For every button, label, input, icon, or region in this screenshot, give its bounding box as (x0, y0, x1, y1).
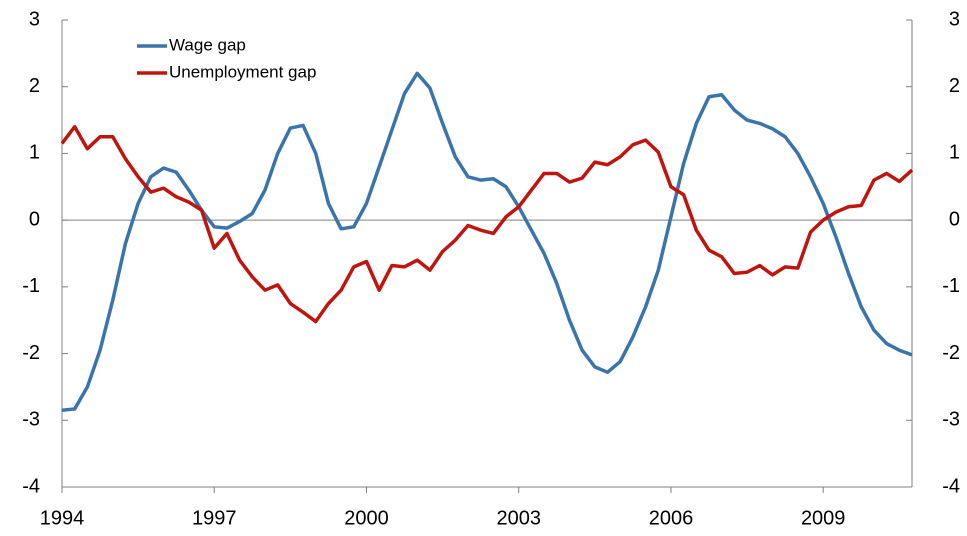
y-tick-label: -2 (22, 342, 40, 364)
y2-tick-label: 2 (949, 75, 960, 97)
y-tick-label: 2 (29, 75, 40, 97)
y-tick-label: 0 (29, 208, 40, 230)
series-line (60, 124, 914, 324)
y-tick-label: -4 (22, 475, 40, 497)
y-tick-label: -3 (22, 409, 40, 431)
series-line (61, 71, 913, 413)
y2-tick-label: -3 (942, 409, 960, 431)
legend-label: Wage gap (169, 35, 246, 54)
x-tick-label: 2000 (344, 507, 389, 529)
y-tick-label: 3 (29, 8, 40, 30)
y2-tick-label: -1 (942, 275, 960, 297)
x-tick-label: 2006 (649, 507, 694, 529)
y2-tick-label: 3 (949, 8, 960, 30)
x-tick-label: 1997 (192, 507, 237, 529)
y-tick-label: -1 (22, 275, 40, 297)
y-tick-label: 1 (29, 142, 40, 164)
legend-label: Unemployment gap (169, 62, 316, 81)
y2-tick-label: 1 (949, 142, 960, 164)
x-tick-label: 2003 (496, 507, 541, 529)
y2-tick-label: 0 (949, 208, 960, 230)
x-tick-label: 2009 (801, 507, 846, 529)
x-tick-label: 1994 (40, 507, 85, 529)
y2-tick-label: -2 (942, 342, 960, 364)
y2-tick-label: -4 (942, 475, 960, 497)
